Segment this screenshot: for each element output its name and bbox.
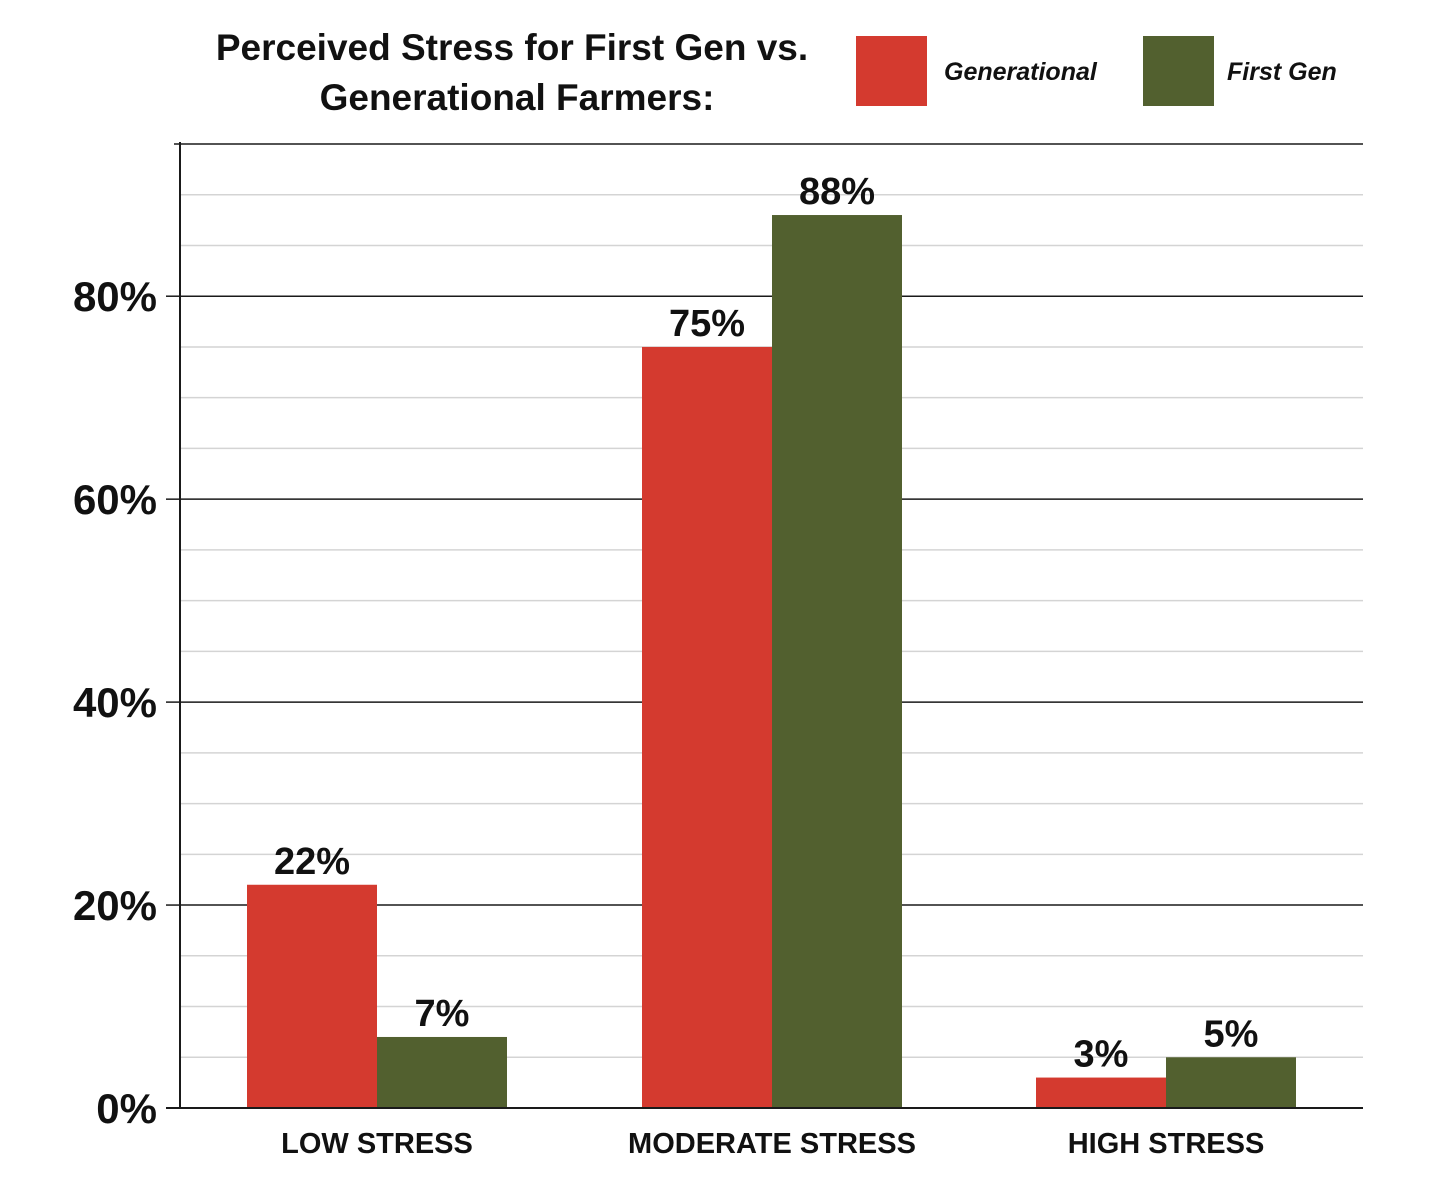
axes	[166, 142, 1363, 1109]
data-label: 88%	[799, 171, 875, 213]
bar-generational	[642, 346, 772, 1108]
bar-first-gen	[772, 215, 902, 1108]
bar-generational	[1036, 1077, 1166, 1108]
labels: 0% 20% 40% 60% 80% 22% 7% LOW STRESS 75% 88% MODER…	[73, 171, 1264, 1160]
legend-label: Generational	[944, 58, 1098, 86]
chart-title: Perceived Stress for First Gen vs. Gener…	[216, 27, 808, 118]
data-label: 75%	[669, 303, 745, 345]
bars	[247, 215, 1296, 1108]
bar-generational	[247, 884, 377, 1108]
legend: Generational First Gen	[856, 36, 1337, 106]
data-label: 3%	[1074, 1034, 1129, 1076]
y-tick-label: 0%	[96, 1085, 157, 1132]
data-label: 7%	[415, 993, 470, 1035]
x-tick-label: MODERATE STRESS	[628, 1128, 916, 1160]
bar-first-gen	[377, 1036, 507, 1108]
y-tick-label: 20%	[73, 882, 157, 929]
y-tick-label: 60%	[73, 476, 157, 523]
data-label: 22%	[274, 841, 350, 883]
legend-swatch	[1143, 36, 1214, 106]
x-tick-label: LOW STRESS	[281, 1128, 473, 1160]
data-label: 5%	[1204, 1013, 1259, 1055]
legend-label: First Gen	[1227, 58, 1337, 86]
y-tick-label: 80%	[73, 273, 157, 320]
legend-swatch	[856, 36, 927, 106]
chart-title-line-2: Generational Farmers:	[320, 77, 715, 118]
chart-title-line-1: Perceived Stress for First Gen vs.	[216, 27, 808, 68]
y-tick-label: 40%	[73, 679, 157, 726]
x-tick-label: HIGH STRESS	[1068, 1128, 1265, 1160]
bar-first-gen	[1166, 1057, 1296, 1108]
